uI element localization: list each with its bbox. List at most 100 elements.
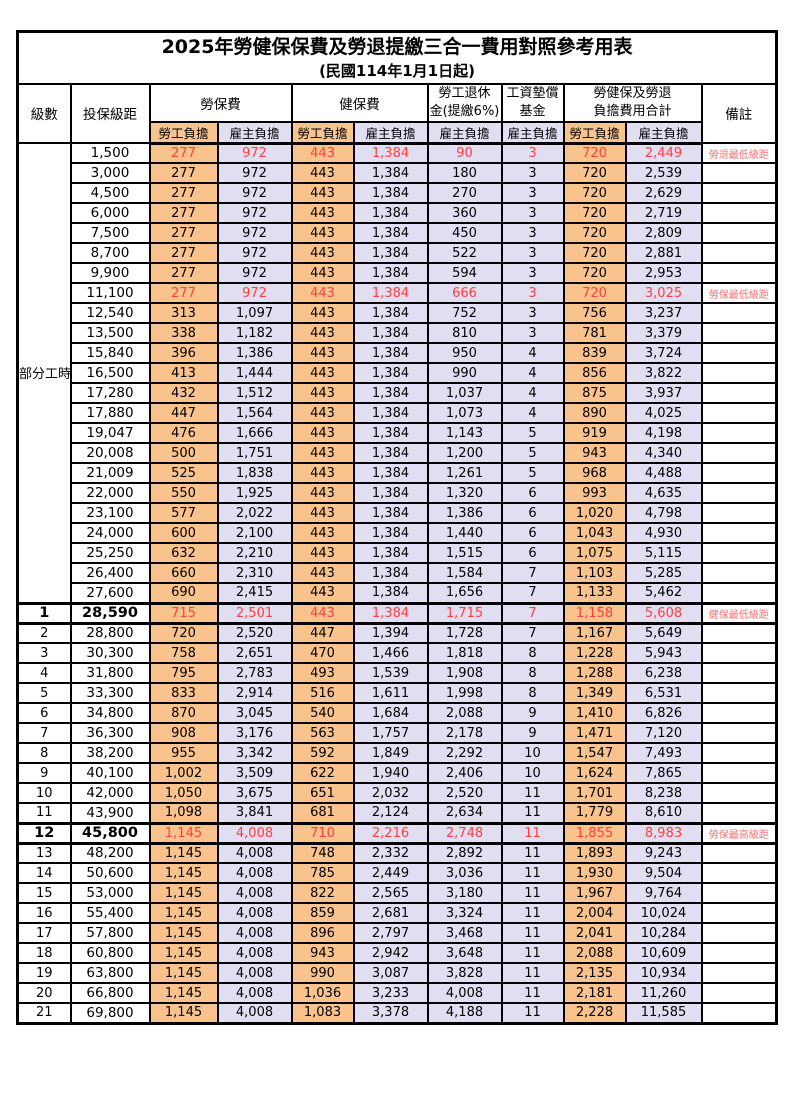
bracket-cell: 11,100 [69,282,151,304]
bracket-cell: 55,400 [69,902,151,924]
labor-employee-cell: 870 [148,702,219,724]
health-employer-cell: 1,384 [352,422,429,444]
pension-employer-cell: 1,656 [426,582,503,604]
health-employer-cell: 2,216 [352,821,429,845]
total-employee-cell: 1,228 [562,642,627,664]
total-employer-cell: 2,539 [624,162,703,184]
health-employer-cell: 1,384 [352,242,429,264]
fund-employer-cell: 11 [500,982,565,1004]
fund-employer-cell: 3 [500,242,565,264]
total-employer-cell: 5,115 [624,542,703,564]
col-header-total-line1: 勞健保及勞退 [593,85,672,101]
pension-employer-cell: 2,406 [426,762,503,784]
header-group-row: 級數 投保級距 勞保費 健保費 勞工退休 金(提繳6%) 工資墊償 基金 勞健保… [16,82,778,144]
bracket-cell: 17,280 [69,382,151,404]
pension-employer-cell: 3,648 [426,942,503,964]
level-cell: 2 [16,622,72,644]
health-employee-cell: 443 [290,442,355,464]
fund-employer-cell: 7 [500,562,565,584]
pension-employer-cell: 1,818 [426,642,503,664]
note-cell [700,462,778,484]
health-employer-cell: 2,124 [352,802,429,824]
labor-employee-cell: 1,145 [148,902,219,924]
health-employee-cell: 443 [290,382,355,404]
subheader-total-employee: 勞工負擔 [562,120,627,145]
level-cell: 13 [16,842,72,864]
fund-employer-cell: 11 [500,882,565,904]
labor-employee-cell: 1,145 [148,942,219,964]
pension-employer-cell: 1,073 [426,402,503,424]
health-employer-cell: 1,384 [352,162,429,184]
bracket-cell: 4,500 [69,182,151,204]
labor-employee-cell: 550 [148,482,219,504]
fund-employer-cell: 3 [500,222,565,244]
total-employer-cell: 11,585 [624,1002,703,1024]
subheader-health-employer: 雇主負擔 [352,120,429,145]
table-row: 4 31,800 795 2,783 493 1,539 1,908 8 1,288 6,238 [16,662,778,684]
labor-employer-cell: 2,783 [216,662,293,684]
total-employee-cell: 720 [562,202,627,224]
bracket-cell: 50,600 [69,862,151,884]
labor-employer-cell: 3,675 [216,782,293,804]
note-cell [700,302,778,324]
labor-employee-cell: 600 [148,522,219,544]
level-cell: 1 [16,601,72,625]
total-employee-cell: 2,135 [562,962,627,984]
table-row: 23,100 577 2,022 443 1,384 1,386 6 1,020 4,798 [18,502,778,524]
labor-employee-cell: 1,098 [148,802,219,824]
labor-employer-cell: 4,008 [216,922,293,944]
fund-employer-cell: 4 [500,342,565,364]
page-subtitle: (民國114年1月1日起) [319,62,475,81]
health-employee-cell: 443 [290,402,355,424]
bracket-cell: 9,900 [69,262,151,284]
total-employer-cell: 4,635 [624,482,703,504]
subheader-total-employer: 雇主負擔 [624,120,703,145]
total-employee-cell: 856 [562,362,627,384]
labor-employer-cell: 4,008 [216,1002,293,1024]
note-cell [700,722,778,744]
labor-employee-cell: 1,145 [148,982,219,1004]
health-employer-cell: 1,384 [352,202,429,224]
pension-employer-cell: 1,715 [426,601,503,625]
bracket-cell: 22,000 [69,482,151,504]
health-employee-cell: 563 [290,722,355,744]
bracket-cell: 26,400 [69,562,151,584]
total-employee-cell: 1,701 [562,782,627,804]
total-employee-cell: 720 [562,162,627,184]
note-cell [700,782,778,804]
total-employer-cell: 9,764 [624,882,703,904]
health-employee-cell: 443 [290,542,355,564]
table-row: 19 63,800 1,145 4,008 990 3,087 3,828 11 2,135 10… [16,962,778,984]
fund-employer-cell: 7 [500,601,565,625]
health-employer-cell: 2,681 [352,902,429,924]
labor-employer-cell: 2,520 [216,622,293,644]
labor-employee-cell: 1,145 [148,922,219,944]
total-employee-cell: 720 [562,242,627,264]
pension-employer-cell: 2,634 [426,802,503,824]
total-employer-cell: 6,531 [624,682,703,704]
health-employer-cell: 1,384 [352,502,429,524]
pension-employer-cell: 180 [426,162,503,184]
health-employee-cell: 622 [290,762,355,784]
level-cell: 11 [16,802,72,824]
health-employer-cell: 1,394 [352,622,429,644]
fund-employer-cell: 11 [500,942,565,964]
table-row: 21,009 525 1,838 443 1,384 1,261 5 968 4,488 [18,462,778,484]
pension-employer-cell: 3,828 [426,962,503,984]
fund-employer-cell: 3 [500,302,565,324]
fund-employer-cell: 6 [500,542,565,564]
level-cell: 18 [16,942,72,964]
fund-employer-cell: 4 [500,382,565,404]
total-employee-cell: 2,004 [562,902,627,924]
total-employee-cell: 993 [562,482,627,504]
labor-employee-cell: 632 [148,542,219,564]
table-row: 27,600 690 2,415 443 1,384 1,656 7 1,133 5,462 [18,582,778,604]
labor-employer-cell: 3,841 [216,802,293,824]
pension-employer-cell: 360 [426,202,503,224]
labor-employer-cell: 2,210 [216,542,293,564]
labor-employer-cell: 3,045 [216,702,293,724]
total-employer-cell: 3,937 [624,382,703,404]
total-employer-cell: 10,024 [624,902,703,924]
fund-employer-cell: 5 [500,422,565,444]
note-cell [700,682,778,704]
